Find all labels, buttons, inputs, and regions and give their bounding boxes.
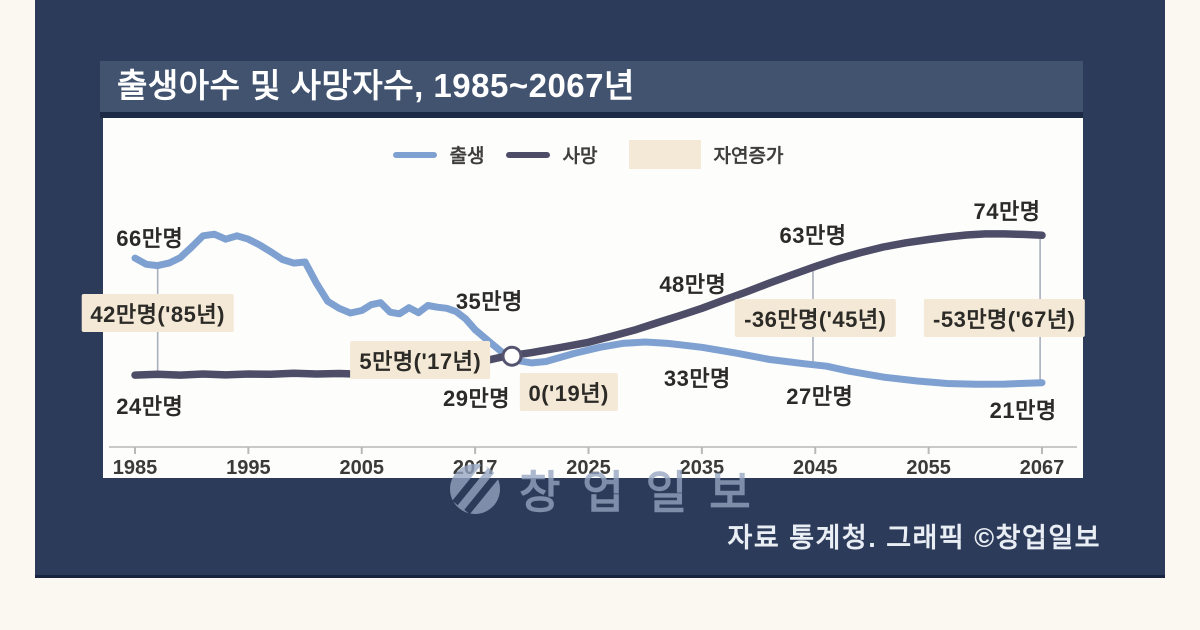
legend-label-birth: 출생 <box>449 146 485 167</box>
chart-annotation: -36만명('45년) <box>735 299 896 338</box>
chart-annotation: 24만명 <box>116 393 184 419</box>
x-tick-label: 2035 <box>680 457 725 478</box>
chart-title: 출생아수 및 사망자수, 1985~2067년 <box>117 67 635 104</box>
x-tick-label: 2067 <box>1020 457 1065 478</box>
chart-annotation: 27만명 <box>786 383 854 409</box>
chart-annotation: 42만명('85년) <box>81 294 234 332</box>
watermark: 창업일보 <box>447 456 773 521</box>
chart-annotation: 66만명 <box>116 226 184 252</box>
birth-line-swatch <box>392 151 437 158</box>
source-attribution: 자료 통계청. 그래픽 ©창업일보 <box>727 523 1101 553</box>
watermark-logo-icon <box>450 463 500 514</box>
chart-annotation: -53만명('67년) <box>924 299 1085 338</box>
death-line <box>131 230 1046 379</box>
x-tick-label: 2045 <box>793 457 838 478</box>
natural-increase-swatch <box>628 140 701 169</box>
x-tick-label: 2055 <box>906 457 951 478</box>
x-tick-label: 2005 <box>340 457 385 478</box>
chart-area: 출생 사망 자연증가 19851995200520172025203520452… <box>81 118 1085 478</box>
x-tick-label: 2025 <box>566 457 611 478</box>
legend-label-death: 사망 <box>562 146 598 167</box>
crossing-marker <box>501 345 523 367</box>
chart-legend: 출생 사망 자연증가 <box>103 140 1083 169</box>
chart-annotation: 63만명 <box>779 223 847 249</box>
title-bar: 출생아수 및 사망자수, 1985~2067년 <box>100 61 1083 118</box>
chart-annotation: 29만명 <box>443 385 511 411</box>
chart-annotation: 21만명 <box>989 398 1057 424</box>
chart-annotation: 0('19년) <box>519 373 618 412</box>
birth-line <box>131 230 1046 388</box>
watermark-text: 창업일보 <box>519 467 773 518</box>
x-tick-label: 1995 <box>226 457 271 478</box>
plot-svg: 198519952005201720252035204520552067 <box>109 230 1077 478</box>
chart-annotation: 35만명 <box>455 288 523 314</box>
chart-annotation: 5만명('17년) <box>350 340 491 379</box>
chart-annotation: 33만명 <box>663 366 731 392</box>
chart-annotation: 74만명 <box>973 198 1041 224</box>
legend-label-natural-increase: 자연증가 <box>713 146 784 167</box>
x-tick-label: 1985 <box>113 457 158 478</box>
death-line-swatch <box>505 151 550 158</box>
chart-annotation: 48만명 <box>659 272 727 298</box>
infographic-card: 출생아수 및 사망자수, 1985~2067년 출생 사망 자연증가 1985 1… <box>35 0 1165 578</box>
